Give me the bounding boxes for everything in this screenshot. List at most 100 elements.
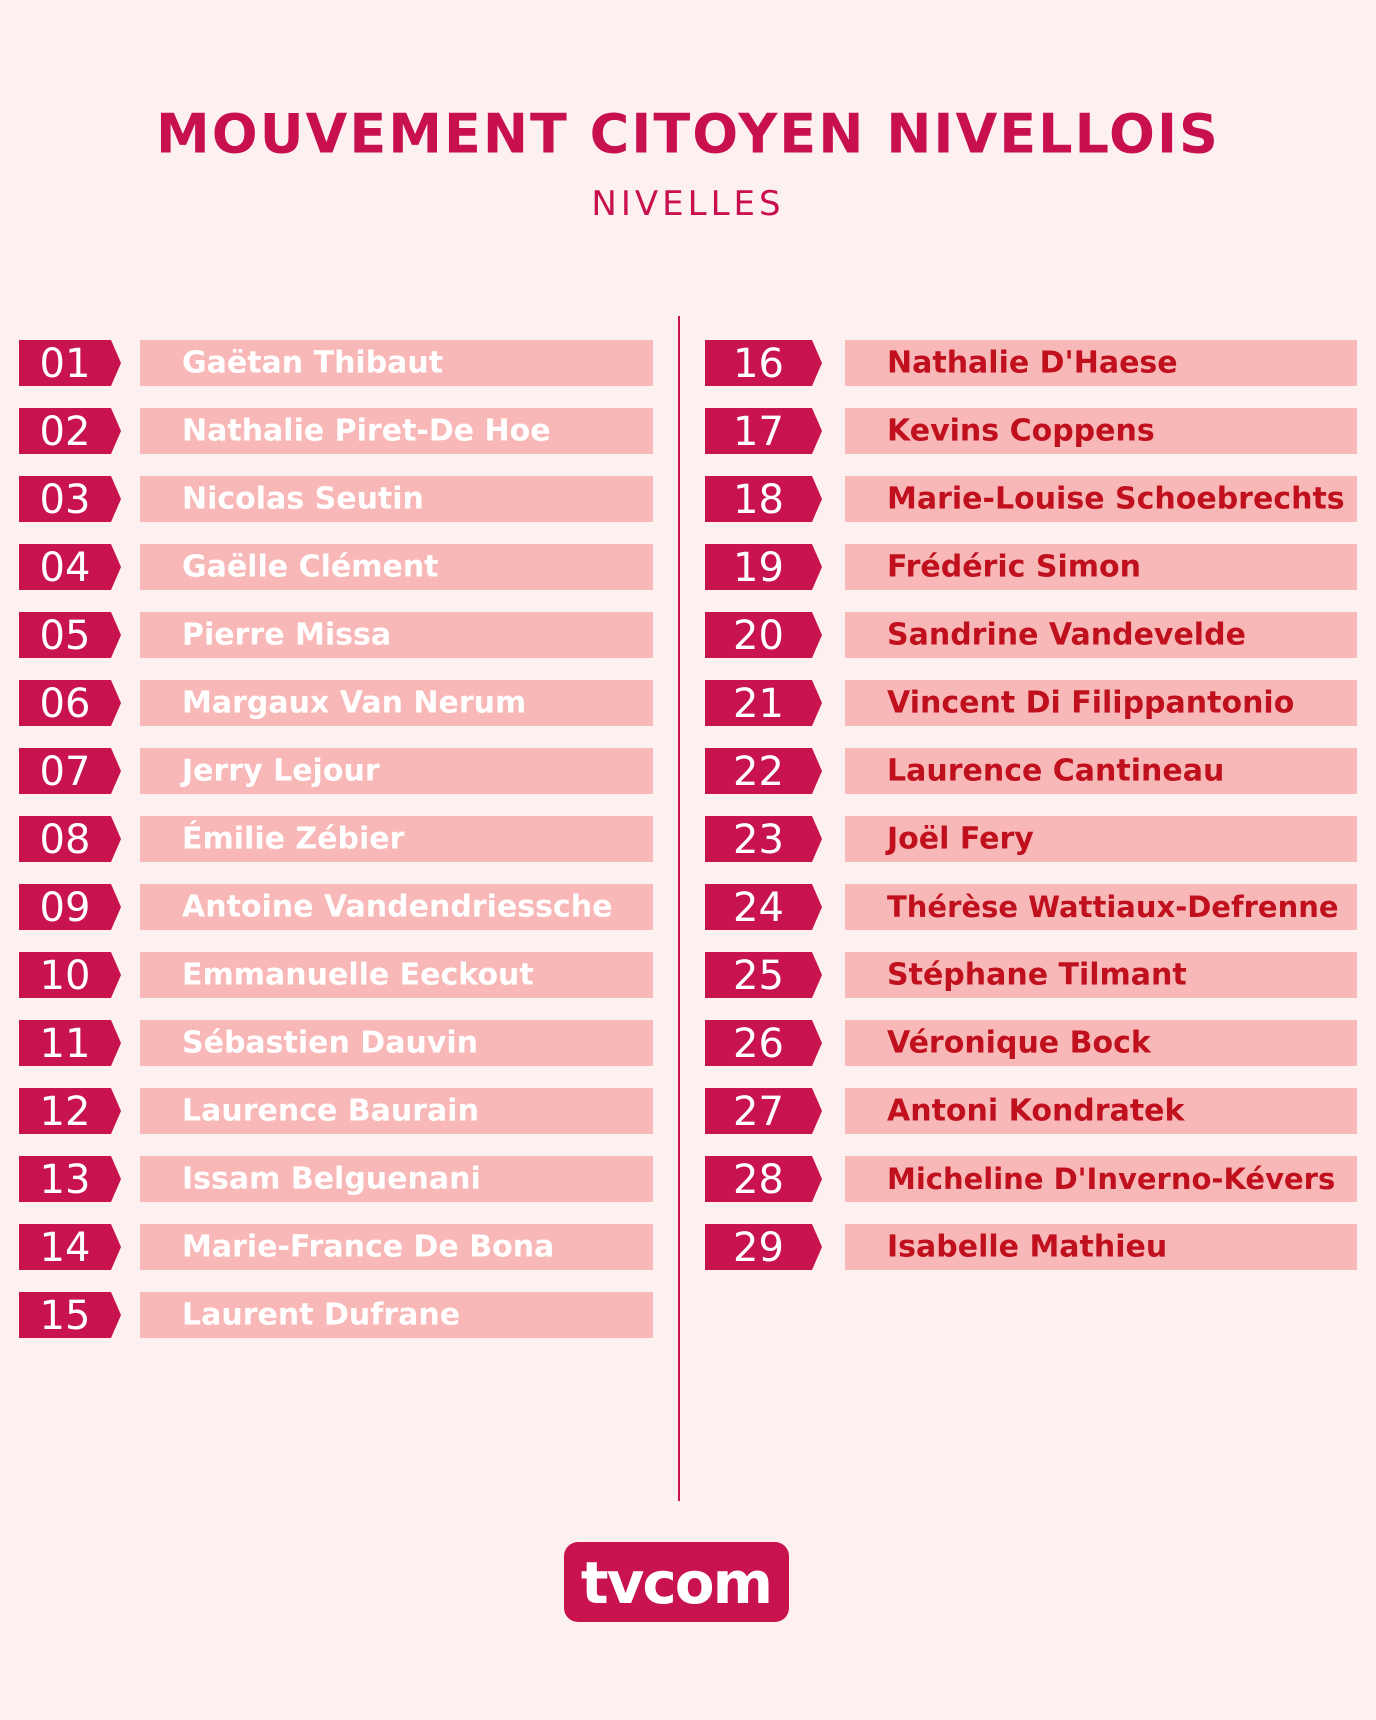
name-bar — [845, 952, 1357, 998]
name-bar — [140, 476, 653, 522]
candidate-name: Thérèse Wattiaux-Defrenne — [887, 890, 1339, 924]
name-bar — [845, 680, 1357, 726]
candidate-name: Marie-France De Bona — [182, 1230, 554, 1265]
candidate-number: 23 — [733, 817, 784, 863]
number-badge — [705, 1156, 822, 1202]
candidate-number: 24 — [733, 885, 784, 931]
number-badge — [705, 612, 822, 658]
candidate-number: 11 — [40, 1021, 91, 1067]
candidate-name: Gaëtan Thibaut — [182, 346, 443, 381]
candidate-number: 20 — [733, 613, 784, 659]
candidate-number: 21 — [733, 681, 784, 727]
candidate-name: Micheline D'Inverno-Kévers — [887, 1162, 1335, 1196]
candidate-name: Kevins Coppens — [887, 414, 1155, 449]
name-bar — [140, 952, 653, 998]
number-badge — [19, 1156, 121, 1202]
number-badge — [19, 1292, 121, 1338]
candidate-number: 12 — [40, 1089, 91, 1135]
name-bar — [845, 408, 1357, 454]
number-badge — [19, 1020, 121, 1066]
candidate-number: 26 — [733, 1021, 784, 1067]
name-bar — [845, 1088, 1357, 1134]
candidate-name: Issam Belguenani — [182, 1162, 481, 1197]
candidate-name: Laurence Cantineau — [887, 754, 1224, 789]
name-bar — [845, 476, 1357, 522]
candidate-name: Laurent Dufrane — [182, 1298, 460, 1333]
name-bar — [845, 612, 1357, 658]
name-bar — [845, 884, 1357, 930]
candidate-name: Stéphane Tilmant — [887, 958, 1187, 993]
name-bar — [845, 748, 1357, 794]
number-badge — [19, 748, 121, 794]
candidate-number: 06 — [40, 681, 91, 727]
name-bar — [845, 816, 1357, 862]
candidate-name: Emmanuelle Eeckout — [182, 958, 534, 993]
name-bar — [140, 1292, 653, 1338]
number-badge — [19, 816, 121, 862]
candidate-number: 09 — [40, 885, 91, 931]
name-bar — [140, 884, 653, 930]
name-bar — [140, 544, 653, 590]
candidate-number: 13 — [40, 1157, 91, 1203]
candidate-name: Nathalie Piret-De Hoe — [182, 414, 551, 449]
number-badge — [19, 340, 121, 386]
candidate-name: Gaëlle Clément — [182, 550, 439, 585]
number-badge — [705, 476, 822, 522]
candidate-name: Émilie Zébier — [182, 821, 405, 857]
number-badge — [705, 680, 822, 726]
number-badge — [705, 1224, 822, 1270]
number-badge — [19, 612, 121, 658]
candidate-number: 19 — [733, 545, 784, 591]
number-badge — [705, 408, 822, 454]
name-bar — [140, 1156, 653, 1202]
name-bar — [140, 748, 653, 794]
candidate-number: 17 — [733, 409, 784, 455]
logo: tvcom — [581, 1549, 771, 1617]
candidate-number: 14 — [40, 1225, 91, 1271]
candidate-number: 04 — [40, 545, 91, 591]
name-bar — [845, 1224, 1357, 1270]
number-badge — [705, 748, 822, 794]
candidate-name: Sébastien Dauvin — [182, 1026, 478, 1061]
candidate-number: 15 — [40, 1293, 91, 1339]
candidate-number: 27 — [733, 1089, 784, 1135]
candidate-name: Marie-Louise Schoebrechts — [887, 482, 1345, 517]
candidate-number: 28 — [733, 1157, 784, 1203]
number-badge — [19, 680, 121, 726]
number-badge — [705, 1088, 822, 1134]
subtitle: NIVELLES — [591, 184, 784, 224]
number-badge — [19, 952, 121, 998]
candidate-name: Véronique Bock — [887, 1026, 1152, 1061]
number-badge — [19, 408, 121, 454]
candidate-number: 22 — [733, 749, 784, 795]
candidate-name: Sandrine Vandevelde — [887, 618, 1246, 653]
name-bar — [140, 816, 653, 862]
name-bar — [140, 1020, 653, 1066]
number-badge — [705, 340, 822, 386]
name-bar — [845, 1156, 1357, 1202]
name-bar — [140, 1224, 653, 1270]
candidate-name: Jerry Lejour — [180, 754, 380, 789]
number-badge — [19, 1088, 121, 1134]
candidate-number: 02 — [40, 409, 91, 455]
title: MOUVEMENT CITOYEN NIVELLOIS — [156, 103, 1220, 166]
number-badge — [705, 884, 822, 930]
candidate-name: Isabelle Mathieu — [887, 1230, 1167, 1265]
number-badge — [19, 544, 121, 590]
number-badge — [19, 476, 121, 522]
logo-box — [564, 1542, 789, 1622]
candidate-number: 05 — [40, 613, 91, 659]
number-badge — [705, 544, 822, 590]
candidate-name: Laurence Baurain — [182, 1094, 479, 1129]
name-bar — [140, 680, 653, 726]
candidate-number: 25 — [733, 953, 784, 999]
candidate-number: 16 — [733, 341, 784, 387]
number-badge — [705, 952, 822, 998]
name-bar — [140, 408, 653, 454]
number-badge — [705, 816, 822, 862]
candidate-name: Antoni Kondratek — [887, 1094, 1186, 1129]
candidate-number: 03 — [40, 477, 91, 523]
number-badge — [19, 884, 121, 930]
